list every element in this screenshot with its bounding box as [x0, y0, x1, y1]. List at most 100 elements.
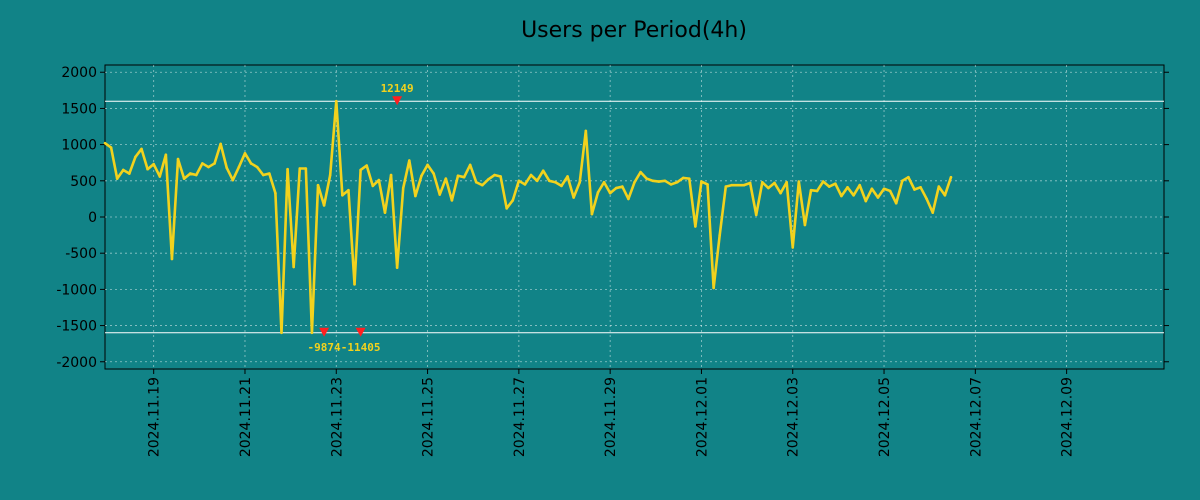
data-point	[268, 172, 271, 175]
data-point	[201, 162, 204, 165]
x-axis: 2024.11.19 2024.11.21 2024.11.23 2024.11.25…	[147, 369, 1076, 457]
y-tick-label: 1500	[61, 101, 97, 117]
data-point	[602, 180, 606, 184]
data-point	[767, 186, 770, 190]
data-point	[426, 163, 429, 167]
data-point	[547, 179, 551, 183]
data-point	[669, 183, 673, 186]
data-point	[584, 129, 588, 133]
data-point	[109, 146, 113, 149]
annotation-marker	[319, 327, 330, 337]
y-tick-label: 1000	[61, 138, 97, 154]
data-point	[554, 180, 557, 184]
data-point	[596, 191, 600, 194]
x-tick-label: 2024.12.09	[1060, 377, 1076, 457]
data-point	[645, 177, 648, 180]
data-point	[773, 181, 776, 185]
data-point	[450, 199, 454, 202]
data-point	[627, 197, 630, 201]
data-point	[219, 142, 222, 146]
y-tick-label: 0	[88, 210, 97, 226]
data-point	[438, 193, 442, 196]
data-point	[286, 167, 289, 171]
data-point	[803, 223, 807, 227]
data-point	[194, 173, 198, 177]
data-point	[870, 187, 874, 191]
data-point	[657, 180, 661, 183]
data-point	[852, 193, 855, 197]
data-point	[742, 183, 746, 187]
data-point	[718, 233, 722, 237]
x-tick-label: 2024.11.21	[238, 377, 254, 457]
data-point	[639, 170, 642, 174]
data-point	[237, 165, 241, 169]
data-point	[389, 173, 393, 177]
data-point	[700, 180, 703, 183]
annotation-marker	[392, 96, 403, 106]
data-point	[207, 165, 210, 169]
data-point	[840, 194, 843, 198]
chart-title: Users per Period(4h)	[521, 18, 747, 43]
data-point	[694, 225, 697, 228]
data-point	[864, 199, 868, 203]
data-point	[292, 265, 295, 269]
data-point	[304, 167, 308, 170]
data-point	[517, 179, 521, 183]
data-point	[888, 189, 892, 193]
data-point	[316, 183, 320, 187]
data-point	[170, 257, 174, 261]
data-point	[274, 191, 277, 195]
data-point	[487, 178, 490, 181]
data-point	[572, 196, 575, 199]
y-tick-label: 2000	[61, 65, 97, 81]
data-point	[900, 179, 904, 183]
data-point	[255, 165, 259, 169]
data-point	[675, 180, 679, 184]
data-point	[578, 180, 582, 184]
data-point	[651, 179, 655, 183]
data-point	[249, 162, 253, 165]
data-point	[334, 99, 338, 103]
data-point	[590, 212, 594, 216]
data-point	[298, 167, 302, 170]
data-point	[414, 194, 417, 198]
data-point	[621, 185, 624, 188]
data-point	[103, 141, 107, 145]
series-line	[104, 99, 953, 335]
data-point	[353, 283, 356, 286]
data-point	[633, 180, 636, 184]
data-point	[328, 173, 332, 177]
data-point	[706, 183, 709, 186]
data-point	[913, 188, 916, 191]
annotation-label: -9874	[308, 341, 341, 354]
data-point	[815, 189, 819, 193]
y-tick-label: 500	[70, 174, 97, 190]
data-point	[748, 181, 752, 185]
data-point	[432, 172, 435, 175]
data-point	[152, 162, 155, 166]
data-point	[560, 184, 563, 188]
x-tick-label: 2024.11.19	[147, 377, 163, 457]
data-point	[444, 177, 448, 180]
data-point	[797, 180, 801, 183]
x-tick-label: 2024.12.05	[877, 377, 893, 457]
data-point	[608, 191, 612, 195]
data-point	[809, 188, 813, 192]
data-point	[371, 184, 375, 188]
data-point	[121, 168, 125, 172]
data-point	[481, 183, 484, 187]
data-point	[383, 211, 387, 214]
x-tick-label: 2024.11.25	[421, 377, 437, 457]
data-point	[919, 186, 922, 189]
data-point	[365, 164, 369, 167]
data-point	[754, 213, 758, 217]
x-tick-label: 2024.11.29	[603, 377, 619, 457]
data-point	[225, 166, 229, 170]
data-point	[243, 152, 247, 155]
data-point	[499, 175, 502, 178]
data-point	[176, 157, 180, 161]
data-point	[408, 159, 411, 162]
data-point	[882, 187, 886, 191]
data-point	[687, 177, 691, 180]
data-point	[140, 147, 143, 151]
